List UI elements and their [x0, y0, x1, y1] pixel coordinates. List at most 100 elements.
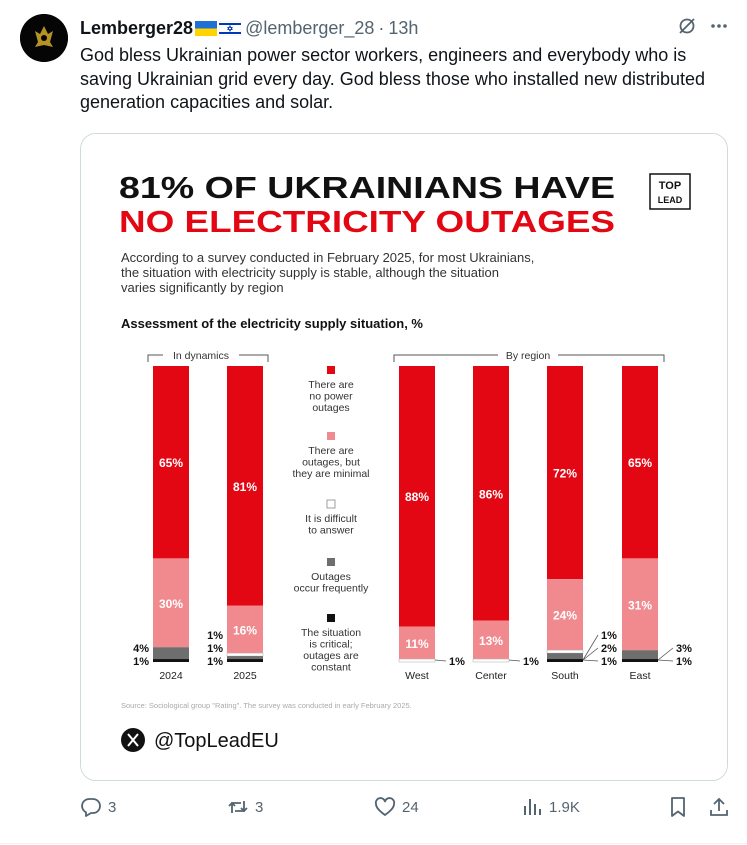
- top-actions: [677, 16, 729, 36]
- bar-east-no_outages: [622, 366, 658, 559]
- category-center: Center: [475, 670, 507, 682]
- bookmark-button[interactable]: [668, 796, 688, 818]
- subtitle-line-1: According to a survey conducted in Febru…: [121, 250, 534, 265]
- reply-icon: [81, 798, 101, 817]
- logo-lead: LEAD: [658, 195, 683, 205]
- legend-text-difficult-1: to answer: [308, 525, 354, 537]
- category-south: South: [551, 670, 579, 682]
- leader-center-0: [508, 659, 521, 662]
- media-card[interactable]: 81% OF UKRAINIANS HAVE NO ELECTRICITY OU…: [80, 133, 728, 781]
- label-center-minimal: 13%: [479, 634, 503, 648]
- legend-text-no_outages-2: outages: [312, 402, 349, 414]
- user-handle[interactable]: @lemberger_28: [245, 17, 375, 38]
- legend-text-critical-3: constant: [311, 662, 351, 674]
- bar-south-difficult: [546, 649, 584, 654]
- legend-swatch-critical: [327, 614, 335, 622]
- side-label-west-0: 1%: [449, 656, 465, 668]
- ukraine-flag-icon: [195, 20, 218, 36]
- side-label-south-2: 1%: [601, 656, 617, 668]
- leader-south-2: [582, 659, 599, 662]
- bracket-in-dynamics: In dynamics: [147, 350, 269, 362]
- legend-text-minimal-0: There are: [308, 445, 354, 457]
- legend-swatch-no_outages: [327, 366, 335, 374]
- title-line-1: 81% OF UKRAINIANS HAVE: [119, 170, 615, 205]
- bar-south-minimal: [547, 579, 583, 651]
- repost-count: 3: [255, 798, 264, 816]
- label-2025-no-outages: 81%: [233, 480, 257, 494]
- display-name[interactable]: Lemberger28: [80, 17, 194, 38]
- legend-text-critical-0: The situation: [301, 627, 361, 639]
- share-button[interactable]: [708, 796, 730, 818]
- bracket-by-region: By region: [393, 350, 665, 362]
- reply-button[interactable]: 3: [80, 796, 116, 818]
- bar-2024-no_outages: [153, 366, 189, 559]
- views-button[interactable]: 1.9K: [521, 796, 580, 818]
- bar-2025-difficult: [226, 652, 264, 657]
- bar-center-minimal: [473, 620, 509, 660]
- legend-swatch-frequent: [327, 558, 335, 566]
- bar-south-no_outages: [547, 366, 583, 580]
- post-time[interactable]: 13h: [388, 17, 419, 38]
- bar-east-minimal: [622, 558, 658, 651]
- bar-west-no_outages: [399, 366, 435, 627]
- label-2024-no-outages: 65%: [159, 456, 183, 470]
- category-east: East: [629, 670, 650, 682]
- social-handle: @TopLeadEU: [154, 730, 279, 752]
- label-south-no-outages: 72%: [553, 467, 577, 481]
- bar-2024-critical: [153, 659, 189, 662]
- repost-button[interactable]: 3: [227, 796, 263, 818]
- avatar-emblem-icon: [20, 14, 68, 62]
- bar-south-critical: [547, 659, 583, 662]
- bar-2025-minimal: [227, 605, 263, 654]
- divider: [0, 843, 747, 844]
- separator-dot: ·: [378, 17, 385, 38]
- legend-text-minimal-2: they are minimal: [292, 468, 369, 480]
- side-label-east-1: 1%: [676, 656, 692, 668]
- category-west: West: [405, 670, 429, 682]
- side-label-center-0: 1%: [523, 656, 539, 668]
- group-label-dynamics: In dynamics: [173, 350, 229, 362]
- infographic: 81% OF UKRAINIANS HAVE NO ELECTRICITY OU…: [81, 134, 727, 780]
- side-label-2025-1: 1%: [207, 643, 223, 655]
- more-icon[interactable]: [709, 16, 729, 36]
- bar-east-critical: [622, 659, 658, 662]
- source-note: Source: Sociological group "Rating". The…: [121, 701, 412, 710]
- grok-icon[interactable]: [677, 16, 697, 36]
- like-count: 24: [402, 798, 419, 816]
- bar-west-difficult: [398, 658, 436, 663]
- label-east-minimal: 31%: [628, 598, 652, 612]
- share-icon: [710, 797, 728, 816]
- bar-2025-critical: [227, 659, 263, 662]
- label-2024-minimal: 30%: [159, 597, 183, 611]
- avatar[interactable]: [20, 14, 68, 62]
- label-2025-minimal: 16%: [233, 623, 257, 637]
- legend-text-minimal-1: outages, but: [302, 457, 360, 469]
- side-label-2025-0: 1%: [207, 630, 223, 642]
- legend-text-critical-1: is critical;: [309, 639, 352, 651]
- leader-south-0: [582, 634, 599, 661]
- like-button[interactable]: 24: [374, 796, 419, 818]
- subtitle-line-3: varies significantly by region: [121, 280, 284, 295]
- bar-center-no_outages: [473, 366, 509, 621]
- category-2024: 2024: [159, 670, 183, 682]
- bar-west-minimal: [399, 626, 435, 660]
- israel-flag-icon: [219, 20, 242, 36]
- legend-text-critical-2: outages are: [303, 650, 359, 662]
- label-west-no-outages: 88%: [405, 490, 429, 504]
- bar-east-frequent: [622, 650, 658, 660]
- repost-icon: [228, 801, 248, 813]
- bar-2024-frequent: [153, 647, 189, 660]
- legend-text-no_outages-0: There are: [308, 379, 354, 391]
- group-label-region: By region: [506, 350, 551, 362]
- side-label-east-0: 3%: [676, 643, 692, 655]
- chart-title: Assessment of the electricity supply sit…: [121, 316, 423, 331]
- legend-text-frequent-1: occur frequently: [294, 583, 369, 595]
- category-2025: 2025: [233, 670, 257, 682]
- side-label-south-1: 2%: [601, 643, 617, 655]
- side-label-2024-0: 4%: [133, 643, 149, 655]
- legend-text-no_outages-1: no power: [309, 391, 353, 403]
- title-line-2: NO ELECTRICITY OUTAGES: [119, 204, 615, 239]
- bar-2024-minimal: [153, 558, 189, 648]
- tweet-text: God bless Ukrainian power sector workers…: [80, 45, 705, 112]
